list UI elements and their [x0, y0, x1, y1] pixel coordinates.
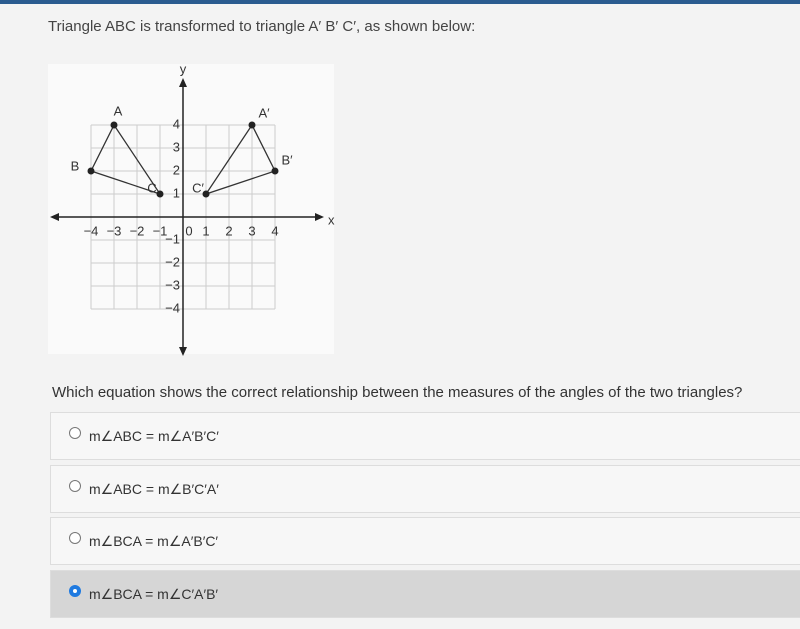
y-tick-label: −1: [165, 231, 180, 246]
vertex: [156, 190, 164, 198]
x-axis-label: x: [328, 212, 335, 227]
vertex: [271, 167, 279, 175]
option-text: m∠BCA = m∠C′A′B′: [89, 585, 219, 602]
y-tick-label: 3: [173, 139, 180, 154]
vertex-label: A: [114, 103, 123, 118]
x-tick-label: −4: [84, 223, 99, 238]
radio[interactable]: [69, 479, 81, 492]
radio[interactable]: [69, 584, 81, 597]
triangle: [204, 124, 276, 196]
y-tick-label: −3: [165, 277, 180, 292]
vertex-label: C′: [192, 180, 204, 195]
y-axis-label: y: [180, 61, 187, 76]
vertex: [248, 121, 256, 129]
x-tick-label: 0: [185, 223, 192, 238]
answer-option[interactable]: m∠BCA = m∠C′A′B′: [50, 569, 800, 618]
title: Triangle ABC is transformed to triangle …: [48, 18, 476, 35]
answer-option[interactable]: m∠ABC = m∠B′C′A′: [50, 464, 800, 513]
y-tick-label: −4: [165, 300, 180, 315]
x-tick-label: 1: [202, 223, 209, 238]
y-tick-label: 1: [173, 185, 180, 200]
vertex-label: B: [71, 158, 80, 173]
x-tick-label: −1: [153, 223, 168, 238]
vertex-label: C: [147, 180, 156, 195]
vertex-label: B′: [281, 152, 293, 167]
graph-bg: [48, 64, 334, 354]
question: Which equation shows the correct relatio…: [52, 384, 743, 401]
radio[interactable]: [69, 427, 81, 439]
triangle: [90, 124, 162, 196]
x-tick-label: 4: [271, 223, 278, 238]
option-text: m∠ABC = m∠B′C′A′: [89, 480, 219, 497]
option-text: m∠ABC = m∠A′B′C′: [89, 428, 219, 444]
answer-option[interactable]: m∠BCA = m∠A′B′C′: [50, 517, 800, 565]
vertex: [110, 121, 118, 129]
vertex: [202, 190, 210, 198]
answer-option[interactable]: m∠ABC = m∠A′B′C′: [50, 412, 800, 460]
x-tick-label: −2: [130, 223, 145, 238]
x-tick-label: −3: [107, 223, 122, 238]
x-tick-label: 2: [225, 223, 232, 238]
vertex: [87, 167, 95, 175]
y-tick-label: 2: [173, 162, 180, 177]
y-tick-label: −2: [165, 254, 180, 269]
y-tick-label: 4: [173, 116, 180, 131]
radio[interactable]: [69, 532, 81, 544]
option-text: m∠BCA = m∠A′B′C′: [89, 533, 219, 549]
vertex-label: A′: [258, 105, 270, 120]
x-tick-label: 3: [248, 223, 255, 238]
